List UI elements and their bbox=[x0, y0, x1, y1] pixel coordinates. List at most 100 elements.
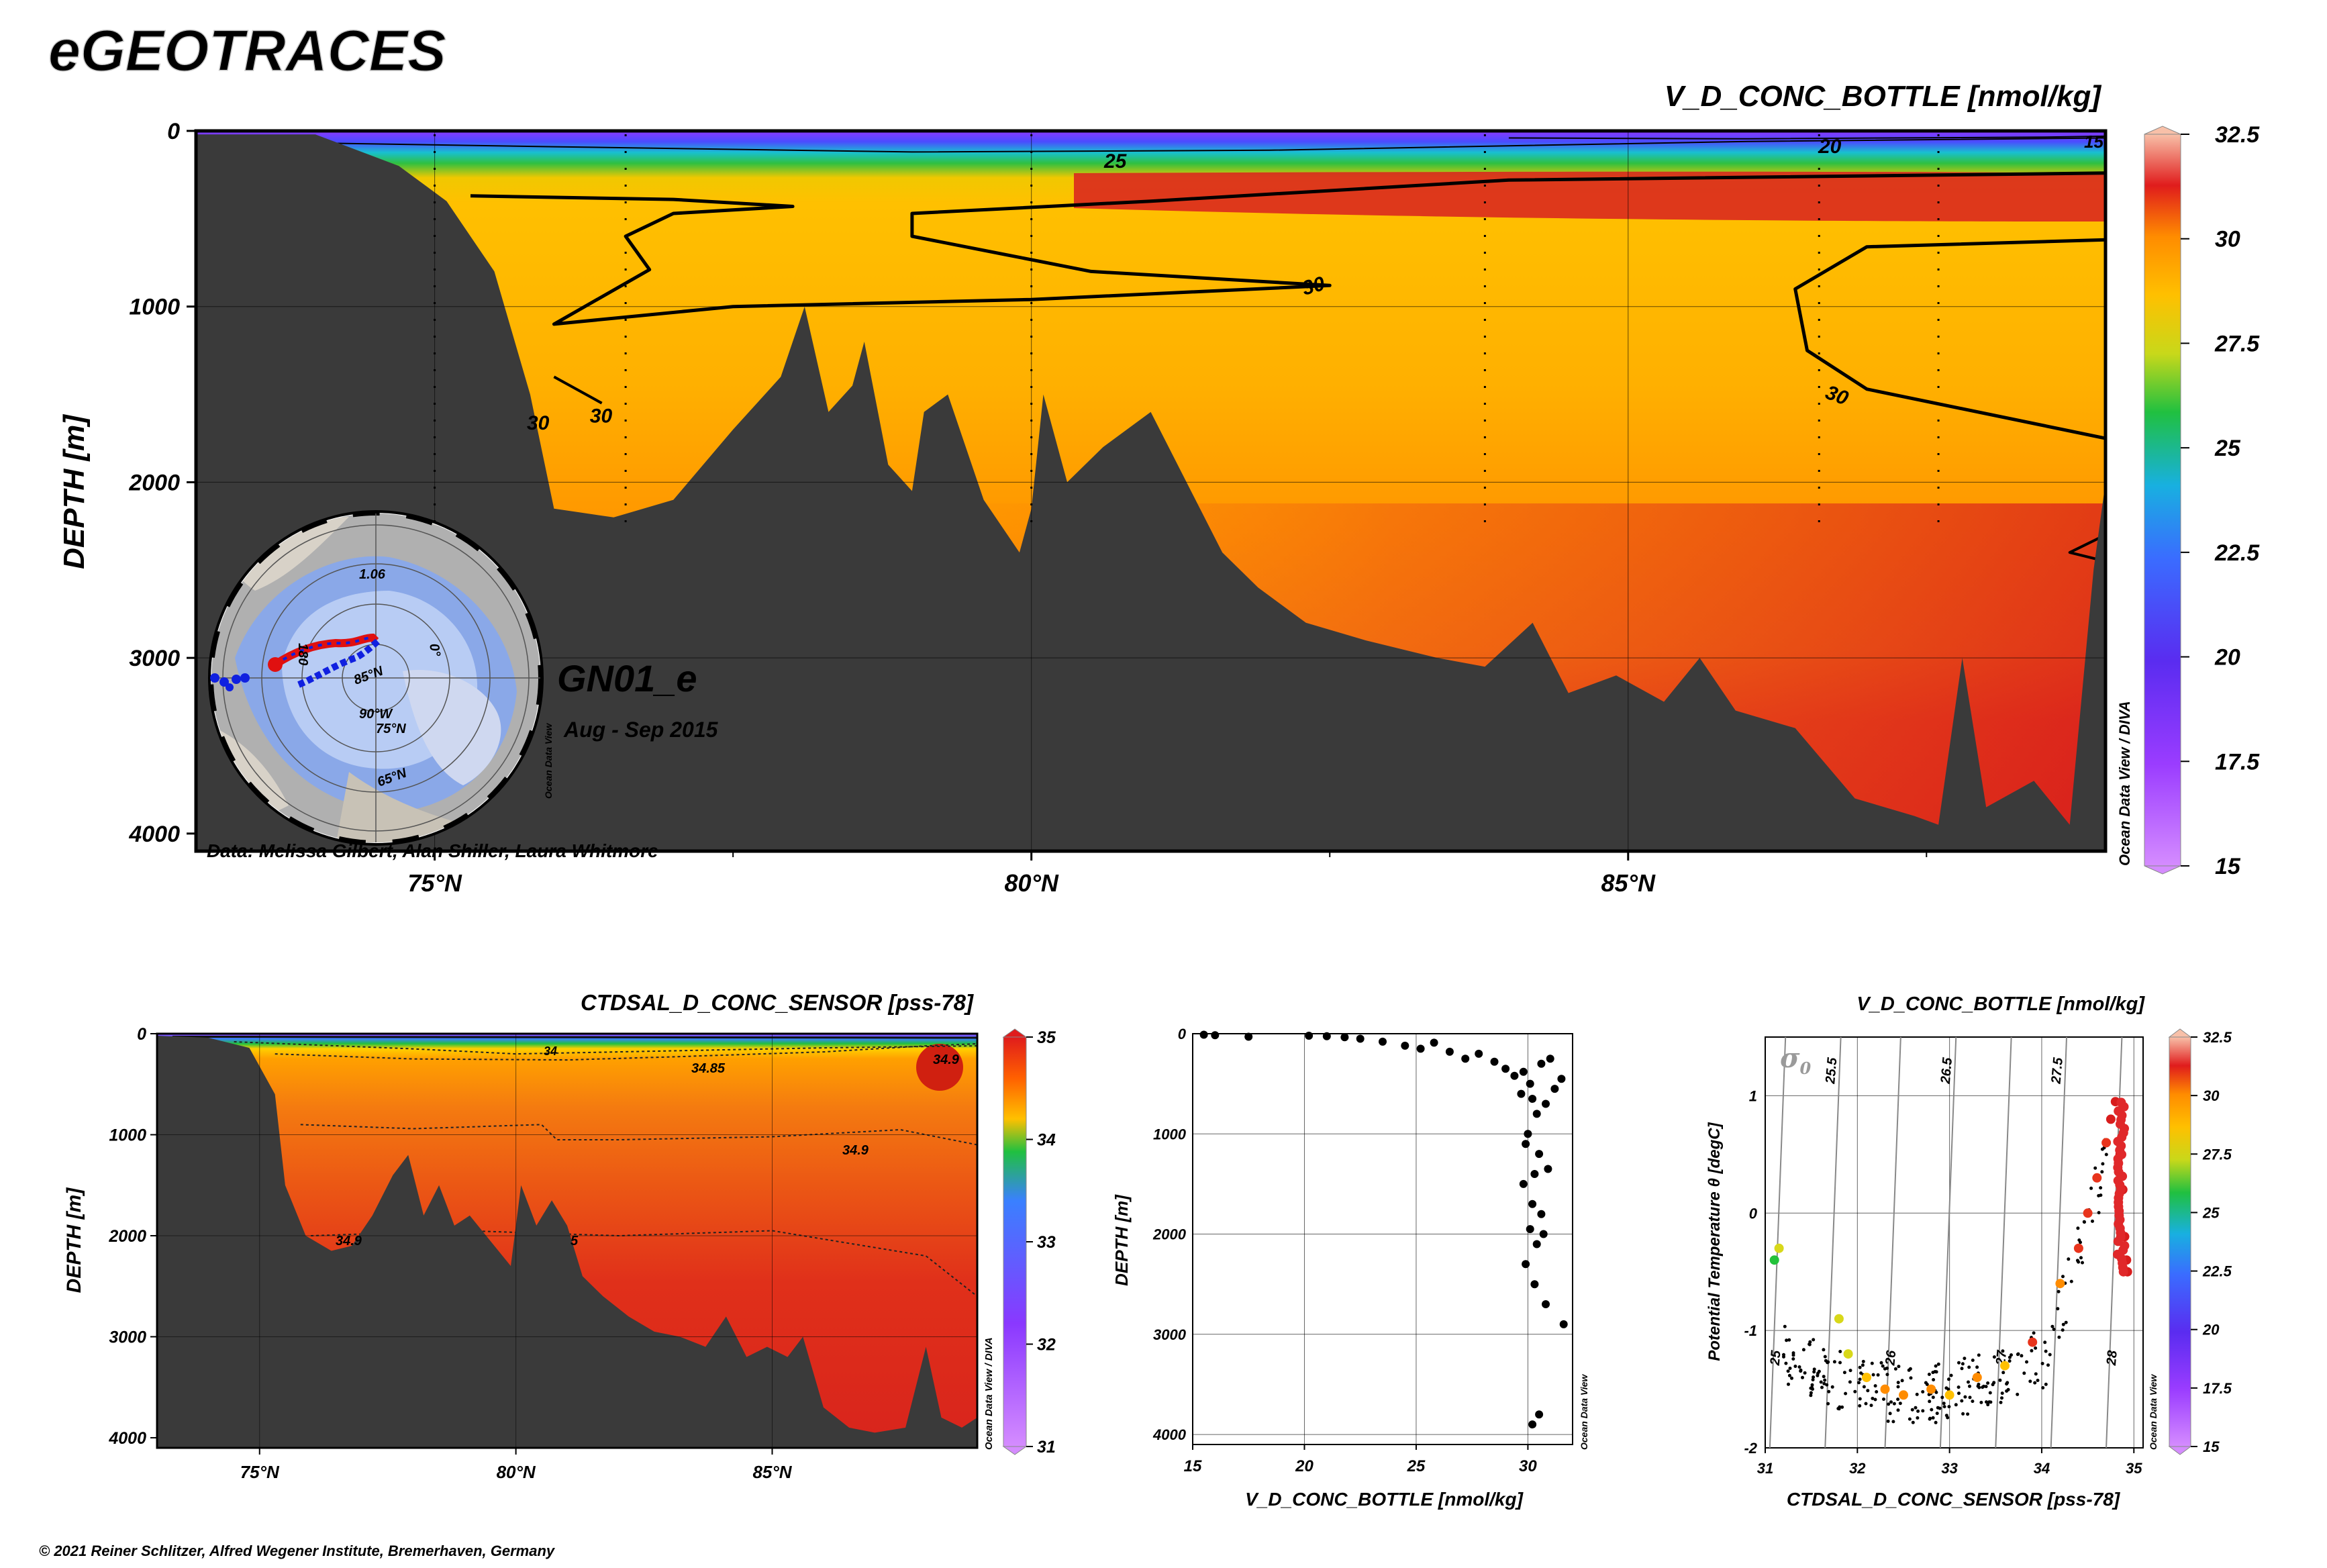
data-point bbox=[1526, 1225, 1534, 1234]
y-tick-label: -1 bbox=[1744, 1322, 1757, 1339]
y-tick-label: -2 bbox=[1744, 1440, 1757, 1457]
data-point bbox=[1926, 1384, 1936, 1394]
data-point bbox=[1401, 1041, 1409, 1050]
data-point bbox=[1530, 1170, 1539, 1178]
inset-label: 75°N bbox=[376, 722, 406, 736]
contour-line bbox=[300, 1124, 977, 1146]
y-tick-label: 2000 bbox=[128, 470, 180, 495]
y-tick-label: 1000 bbox=[109, 1126, 146, 1144]
sigma-label: σ0 bbox=[1780, 1042, 1812, 1078]
contour-line bbox=[1793, 238, 2106, 440]
ts-colorbar: 32.5 30 27.5 25 22.5 20 17.5 15 bbox=[2168, 1028, 2232, 1455]
contour-line bbox=[219, 137, 2106, 153]
data-point bbox=[1517, 1089, 1526, 1098]
y-tick-label: 3000 bbox=[129, 646, 180, 671]
colorbar-tick-label: 30 bbox=[2203, 1087, 2220, 1104]
prof-odv-credit: Ocean Data View bbox=[1579, 1374, 1589, 1450]
colorbar-tick-label: 20 bbox=[2202, 1322, 2220, 1338]
x-tick-label: 31 bbox=[1757, 1460, 1773, 1477]
contour-line bbox=[311, 1230, 977, 1297]
ts-ylabel: Potential Temperature θ [degC] bbox=[1705, 1122, 1724, 1361]
data-point bbox=[1322, 1032, 1331, 1040]
data-point bbox=[1880, 1384, 1890, 1394]
contour-line bbox=[275, 1043, 977, 1061]
data-point bbox=[1522, 1260, 1530, 1269]
isopycnal bbox=[1939, 1036, 1957, 1449]
x-tick-label: 32 bbox=[1849, 1460, 1866, 1477]
isopycnal bbox=[2050, 1036, 2068, 1449]
y-tick-label: 2000 bbox=[1152, 1226, 1187, 1243]
isopycnal bbox=[1824, 1036, 1842, 1449]
x-tick-label: 33 bbox=[1941, 1460, 1957, 1477]
inset-credit: Ocean Data View bbox=[543, 723, 554, 799]
x-tick-label: 80°N bbox=[1004, 869, 1058, 897]
colorbar-tick-label: 17.5 bbox=[2215, 749, 2260, 775]
data-point bbox=[1557, 1075, 1566, 1083]
deep-red-band bbox=[1074, 171, 2106, 222]
inset-label: 180 bbox=[295, 643, 310, 665]
main-ylabel: DEPTH [m] bbox=[58, 414, 91, 569]
contour-label: 34.85 bbox=[691, 1061, 726, 1076]
data-point bbox=[1490, 1057, 1499, 1066]
main-title: V_D_CONC_BOTTLE [nmol/kg] bbox=[1665, 80, 2102, 113]
isopycnal-label: 25 bbox=[1768, 1349, 1784, 1367]
contour-label: 5 bbox=[571, 1234, 579, 1248]
isopycnal bbox=[1995, 1036, 2012, 1449]
data-point bbox=[1899, 1390, 1908, 1400]
data-point bbox=[1972, 1373, 1982, 1383]
data-point bbox=[1519, 1179, 1528, 1188]
ts-xlabel: CTDSAL_D_CONC_SENSOR [pss-78] bbox=[1787, 1489, 2121, 1510]
profile-plot: 15 20 25 30 0 1000 2000 3000 4000 V_D_CONC_BOTT… bbox=[1111, 1026, 1589, 1510]
data-point bbox=[1539, 1230, 1548, 1238]
data-point bbox=[1519, 1067, 1528, 1076]
inset-label: 1.06 bbox=[359, 567, 386, 582]
isopycnal-label: 28 bbox=[2104, 1349, 2120, 1367]
data-point bbox=[1769, 1255, 1779, 1265]
prof-ylabel: DEPTH [m] bbox=[1111, 1194, 1132, 1286]
sal-colorbar: 35 34 33 32 31 bbox=[1002, 1028, 1056, 1457]
data-point bbox=[1544, 1165, 1552, 1173]
data-point bbox=[1199, 1030, 1208, 1039]
cruise-date: Aug - Sep 2015 bbox=[563, 718, 719, 742]
data-point bbox=[1445, 1047, 1454, 1056]
data-point bbox=[1379, 1037, 1387, 1046]
colorbar-tick-label: 35 bbox=[1037, 1028, 1056, 1047]
contour-line bbox=[2068, 534, 2106, 563]
y-tick-label: 3000 bbox=[109, 1328, 146, 1346]
data-point bbox=[1211, 1031, 1220, 1040]
cruise-name: GN01_e bbox=[557, 657, 697, 699]
isopycnal-label: 26 bbox=[1883, 1349, 1899, 1367]
y-tick-label: 0 bbox=[167, 119, 180, 144]
main-y-ticks: 0 1000 2000 3000 4000 bbox=[128, 119, 196, 847]
colorbar-tick-label: 22.5 bbox=[2214, 540, 2260, 566]
contour-label: 15 bbox=[2084, 132, 2103, 152]
data-point bbox=[1461, 1055, 1470, 1063]
x-tick-label: 35 bbox=[2126, 1460, 2142, 1477]
data-point bbox=[2083, 1208, 2093, 1218]
data-point bbox=[1524, 1130, 1532, 1138]
data-point bbox=[1340, 1033, 1349, 1042]
main-section-plot: V_D_CONC_BOTTLE [nmol/kg] 0 1000 2000 3000 4… bbox=[58, 80, 2260, 897]
contour-label: 34.9 bbox=[842, 1143, 869, 1158]
x-tick-label: 80°N bbox=[497, 1462, 536, 1482]
colorbar-tick-label: 27.5 bbox=[2214, 331, 2260, 356]
contour-line bbox=[553, 375, 603, 405]
isopycnal bbox=[1884, 1036, 1901, 1449]
data-point bbox=[1356, 1034, 1365, 1043]
data-point bbox=[1416, 1044, 1425, 1053]
x-tick-label: 75°N bbox=[407, 869, 462, 897]
data-point bbox=[1528, 1420, 1537, 1429]
data-point bbox=[1542, 1099, 1550, 1108]
data-point bbox=[2028, 1337, 2038, 1347]
data-point bbox=[1305, 1032, 1314, 1040]
colorbar-tick-label: 34 bbox=[1037, 1131, 1056, 1150]
data-point bbox=[2106, 1114, 2116, 1124]
sal-odv-credit: Ocean Data View / DIVA bbox=[983, 1337, 995, 1450]
ts-odv-credit: Ocean Data View bbox=[2148, 1374, 2159, 1450]
contour-label: 34.9 bbox=[336, 1234, 362, 1248]
x-tick-label: 75°N bbox=[240, 1462, 280, 1482]
brand-title: eGEOTRACES bbox=[48, 19, 446, 83]
data-point bbox=[1528, 1095, 1537, 1103]
ts-title: V_D_CONC_BOTTLE [nmol/kg] bbox=[1856, 993, 2145, 1015]
